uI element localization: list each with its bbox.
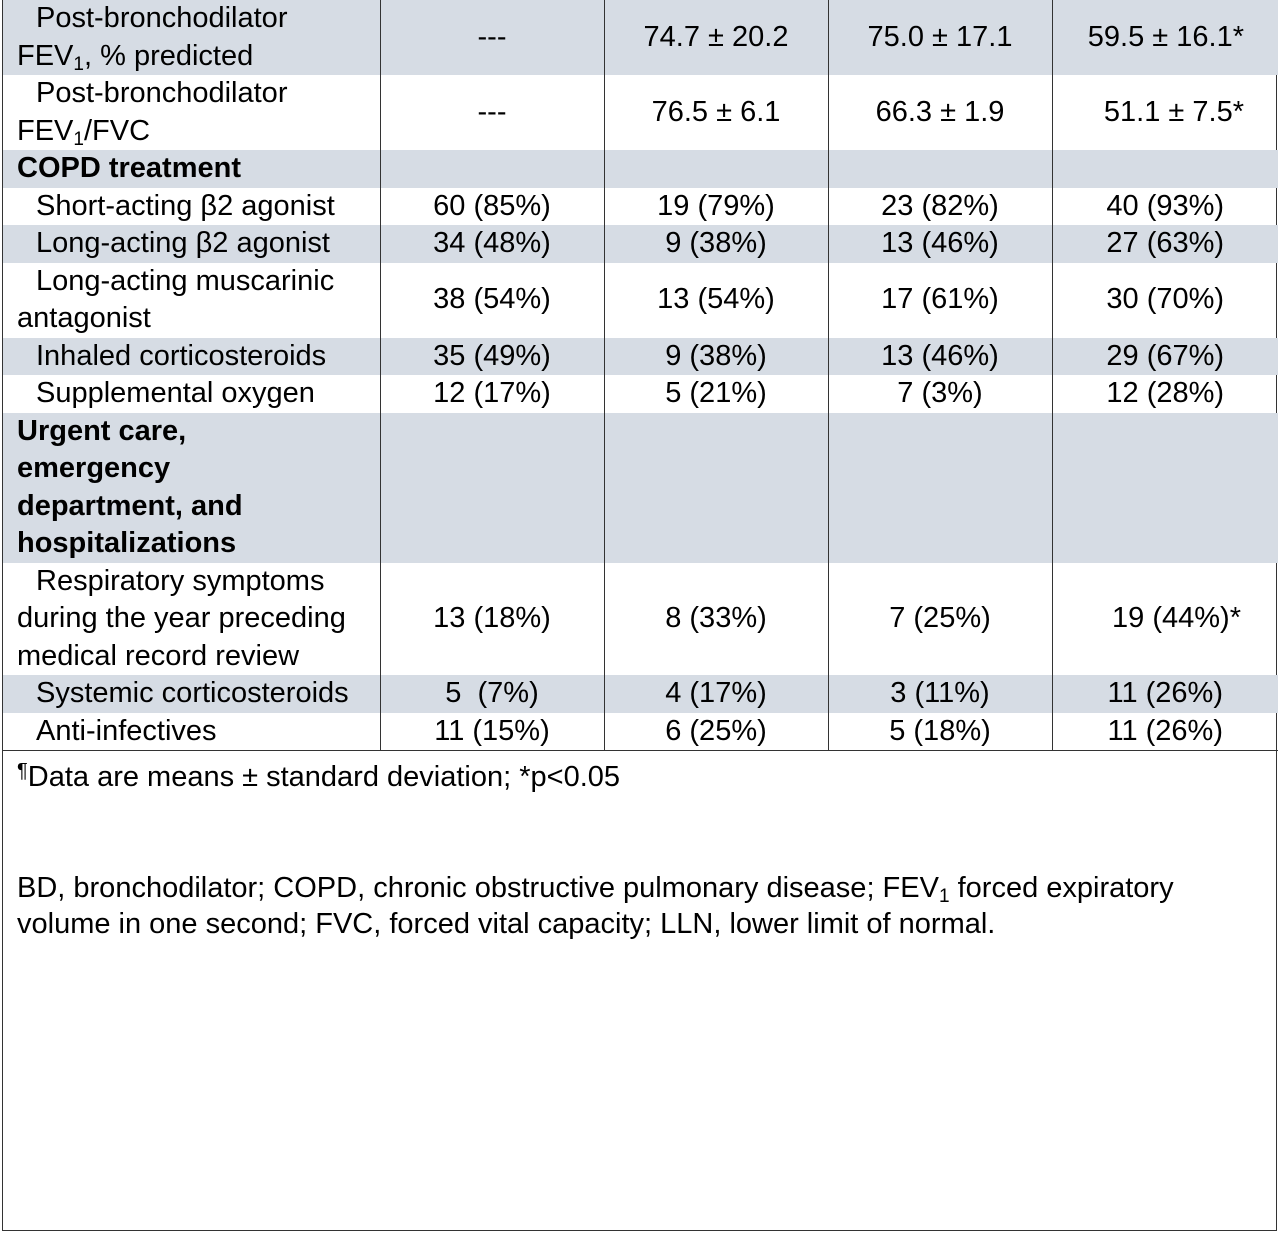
table-row: Respiratory symptoms during the year pre… [3, 562, 1278, 675]
table-cell: 4 (17%) [603, 675, 828, 713]
table-cell: 29 (67%) [1051, 337, 1278, 375]
table-cell: 13 (46%) [827, 337, 1052, 375]
data-table: Post-bronchodilator FEV1, % predicted ---… [3, 0, 1278, 751]
footnote: ¶Data are means ± standard deviation; *p… [17, 759, 1262, 796]
row-label: Anti-infectives [3, 712, 380, 751]
table-row: Anti-infectives 11 (15%) 6 (25%) 5 (18%)… [3, 712, 1278, 751]
row-label: Long-acting muscarinic antagonist [17, 264, 335, 335]
table-cell: 17 (61%) [827, 262, 1052, 338]
row-label: Short-acting β2 agonist [36, 189, 335, 222]
table-cell: 27 (63%) [1051, 225, 1278, 263]
row-label: Supplemental oxygen [36, 377, 315, 409]
table-cell [1051, 412, 1278, 563]
table-cell [379, 150, 604, 188]
section-heading: COPD treatment [3, 150, 380, 188]
table-row: Inhaled corticosteroids 35 (49%) 9 (38%)… [3, 337, 1278, 375]
table-cell: 12 (17%) [379, 375, 604, 413]
row-label: Inhaled corticosteroids [3, 337, 380, 375]
table-cell: 51.1 ± 7.5* [1051, 75, 1278, 150]
table-cell: 76.5 ± 6.1 [603, 75, 828, 150]
table-cell: 5 (7%) [379, 675, 604, 713]
table-row: Short-acting β2 agonist 60 (85%) 19 (79%… [3, 187, 1278, 225]
table-cell: --- [379, 75, 604, 150]
table-cell: 7 (25%) [827, 562, 1052, 675]
table-cell: 11 (15%) [379, 712, 604, 751]
table-cell: 38 (54%) [379, 262, 604, 338]
table-cell: 6 (25%) [603, 712, 828, 751]
table-cell: 23 (82%) [827, 187, 1052, 225]
table-cell: 66.3 ± 1.9 [827, 75, 1052, 150]
table-cell: 13 (46%) [827, 225, 1052, 263]
table-cell [379, 412, 604, 563]
table-row: Systemic corticosteroids 5 (7%) 4 (17%) … [3, 675, 1278, 713]
table-cell [603, 412, 828, 563]
row-label: Long-acting β2 agonist [3, 225, 380, 263]
abbreviations: BD, bronchodilator; COPD, chronic obstru… [17, 871, 1174, 941]
table-cell: 3 (11%) [827, 675, 1052, 713]
section-heading: Urgent care, emergency department, and h… [3, 412, 380, 563]
table-cell [603, 150, 828, 188]
footnote-mark: ¶ [17, 760, 28, 782]
table-cell: 11 (26%) [1051, 712, 1278, 751]
table-row: Post-bronchodilator FEV1/FVC --- 76.5 ± 6… [3, 75, 1278, 150]
table-row: Long-acting muscarinic antagonist 38 (54… [3, 262, 1278, 338]
table-cell [827, 412, 1052, 563]
row-label: Post-bronchodilator FEV1, % predicted [3, 0, 380, 75]
table-cell: 40 (93%) [1051, 187, 1278, 225]
table-cell [827, 150, 1052, 188]
table-cell: 60 (85%) [379, 187, 604, 225]
table-notes: ¶Data are means ± standard deviation; *p… [3, 751, 1276, 943]
table-row: Post-bronchodilator FEV1, % predicted ---… [3, 0, 1278, 75]
table-cell: 13 (18%) [379, 562, 604, 675]
table-row: Supplemental oxygen 12 (17%) 5 (21%) 7 (… [3, 375, 1278, 413]
table-cell: 74.7 ± 20.2 [603, 0, 828, 75]
spacer [17, 796, 1262, 870]
section-row: Urgent care, emergency department, and h… [3, 412, 1278, 563]
row-label: Respiratory symptoms during the year pre… [17, 564, 346, 672]
table-cell: 5 (21%) [603, 375, 828, 413]
table-cell: 35 (49%) [379, 337, 604, 375]
table-cell: 8 (33%) [603, 562, 828, 675]
table-cell: 59.5 ± 16.1* [1051, 0, 1278, 75]
table-cell: 19 (44%)* [1051, 562, 1278, 675]
section-row: COPD treatment [3, 150, 1278, 188]
footnote-text: Data are means ± standard deviation; *p<… [27, 761, 621, 793]
table-cell: 30 (70%) [1051, 262, 1278, 338]
table-cell: 13 (54%) [603, 262, 828, 338]
table-row: Long-acting β2 agonist 34 (48%) 9 (38%) … [3, 225, 1278, 263]
table-cell: 12 (28%) [1051, 375, 1278, 413]
table-cell: 34 (48%) [379, 225, 604, 263]
table-cell: 7 (3%) [827, 375, 1052, 413]
table-cell [1051, 150, 1278, 188]
table-cell: 5 (18%) [827, 712, 1052, 751]
table-cell: 9 (38%) [603, 337, 828, 375]
row-label: Systemic corticosteroids [3, 675, 380, 713]
table-cell: 9 (38%) [603, 225, 828, 263]
table-cell: 75.0 ± 17.1 [827, 0, 1052, 75]
table-cell: 11 (26%) [1051, 675, 1278, 713]
row-label: Post-bronchodilator FEV1/FVC [17, 77, 288, 150]
table-cell: --- [379, 0, 604, 75]
table-cell: 19 (79%) [603, 187, 828, 225]
